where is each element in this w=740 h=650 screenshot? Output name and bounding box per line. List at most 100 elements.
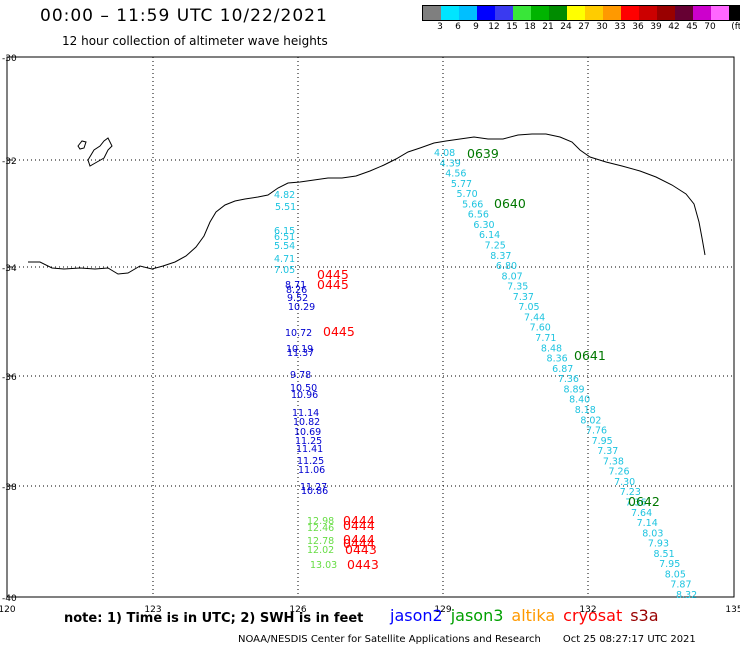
swh-value-cyan: 7.25 <box>485 241 506 252</box>
colorbar-swatch <box>585 6 603 20</box>
colorbar-tick-label: 21 <box>542 22 554 32</box>
swh-value-cyan: 7.64 <box>631 508 652 519</box>
swh-value-blue: 11.25 <box>295 436 322 447</box>
colorbar-tick-label: 6 <box>455 22 461 32</box>
swh-value-blue: 10.72 <box>285 328 312 339</box>
swh-value-blue: 8.26 <box>286 285 307 296</box>
colorbar-tick-label: 39 <box>650 22 662 32</box>
swh-value-cyan: 7.36 <box>625 497 646 508</box>
colorbar-swatch <box>693 6 711 20</box>
legend-s3a: s3a <box>630 606 659 625</box>
swh-value-cyan: 6.30 <box>473 220 494 231</box>
colorbar-tick-label: 12 <box>488 22 500 32</box>
swh-value-cyan: 6.51 <box>274 232 295 243</box>
pass-time-cryosat: 0444 <box>343 513 375 528</box>
swh-value-cyan: 4.56 <box>445 169 466 180</box>
swh-value-green: 12.46 <box>307 523 334 534</box>
swh-value-blue: 11.41 <box>296 444 323 455</box>
map-title: 00:00 – 11:59 UTC 10/22/2021 <box>40 6 328 26</box>
swh-value-cyan: 5.66 <box>462 199 483 210</box>
generation-timestamp: Oct 25 08:27:17 UTC 2021 <box>562 634 696 645</box>
lon-label: 126 <box>289 605 306 615</box>
swh-value-cyan: 6.14 <box>479 230 500 241</box>
lon-label: 132 <box>579 605 596 615</box>
lat-label: -38 <box>2 483 17 493</box>
swh-value-cyan: 7.30 <box>614 477 635 488</box>
colorbar-swatch <box>711 6 729 20</box>
observation-marks: 4.825.516.156.515.544.717.058.718.269.52… <box>274 146 697 601</box>
colorbar-swatch <box>657 6 675 20</box>
colorbar-swatch <box>603 6 621 20</box>
colorbar-swatch <box>729 6 740 20</box>
lat-label: -34 <box>2 264 17 274</box>
swh-value-cyan: 7.37 <box>513 292 534 303</box>
swh-value-cyan: 7.60 <box>530 323 551 334</box>
colorbar-tick-label: 18 <box>524 22 536 32</box>
colorbar-tick-label: 45 <box>686 22 698 32</box>
lon-label: 123 <box>144 605 161 615</box>
swh-value-blue: 10.29 <box>288 302 315 313</box>
pass-time-cryosat: 0444 <box>343 536 375 551</box>
colorbar-tick-label: 3 <box>437 22 443 32</box>
lat-label: -32 <box>2 157 17 167</box>
swh-value-cyan: 8.37 <box>490 251 511 262</box>
legend-jason2: jason2 <box>390 606 443 625</box>
swh-value-cyan: 7.93 <box>648 539 669 550</box>
lon-label: 129 <box>434 605 451 615</box>
swh-value-cyan: 8.48 <box>541 343 562 354</box>
swh-value-blue: 9.52 <box>287 293 308 304</box>
swh-value-cyan: 4.71 <box>274 254 295 265</box>
swh-value-cyan: 8.03 <box>642 528 663 539</box>
colorbar-swatch <box>423 6 441 20</box>
swh-value-green: 12.02 <box>307 545 334 556</box>
island-outline <box>77 140 87 150</box>
swh-value-cyan: 7.38 <box>603 456 624 467</box>
satellite-legend: jason2 jason3 altika cryosat s3a <box>390 606 667 625</box>
swh-value-cyan: 6.87 <box>552 364 573 375</box>
legend-jason3: jason3 <box>450 606 504 625</box>
swh-value-cyan: 7.05 <box>518 302 539 313</box>
swh-value-cyan: 8.07 <box>502 271 523 282</box>
swh-value-cyan: 4.08 <box>434 148 455 159</box>
swh-value-blue: 11.27 <box>300 482 327 493</box>
swh-value-cyan: 7.23 <box>620 487 641 498</box>
swh-value-blue: 10.86 <box>301 486 328 497</box>
swh-value-blue: 10.69 <box>294 427 321 438</box>
swh-value-cyan: 8.51 <box>653 549 674 560</box>
colorbar-tick-label: 42 <box>668 22 680 32</box>
lat-label: -30 <box>2 54 17 64</box>
swh-value-blue: 11.06 <box>298 465 325 476</box>
colorbar-swatch <box>675 6 693 20</box>
colorbar-swatch <box>531 6 549 20</box>
colorbar-swatch <box>495 6 513 20</box>
units-note: note: 1) Time is in UTC; 2) SWH is in fe… <box>64 611 364 626</box>
swh-value-cyan: 8.18 <box>575 405 596 416</box>
pass-time-jason3: 0639 <box>467 146 499 161</box>
swh-value-blue: 10.82 <box>293 417 320 428</box>
swh-value-cyan: 6.56 <box>468 210 489 221</box>
swh-value-blue: 11.25 <box>297 456 324 467</box>
colorbar-swatch <box>639 6 657 20</box>
swh-value-blue: 10.96 <box>291 390 318 401</box>
swh-value-cyan: 5.51 <box>275 202 296 213</box>
map-frame <box>6 56 735 598</box>
colorbar-tick-label: 27 <box>578 22 590 32</box>
colorbar-swatch <box>621 6 639 20</box>
map-subtitle: 12 hour collection of altimeter wave hei… <box>62 34 328 48</box>
swh-value-cyan: 6.80 <box>496 261 517 272</box>
swh-value-cyan: 5.70 <box>457 189 478 200</box>
pass-time-cryosat: 0443 <box>347 557 379 572</box>
pass-time-jason3: 0640 <box>494 196 526 211</box>
pass-time-jason3: 0642 <box>628 494 660 509</box>
colorbar-tick-label: 24 <box>560 22 572 32</box>
swh-value-cyan: 7.44 <box>524 312 545 323</box>
swh-value-cyan: 5.77 <box>451 179 472 190</box>
swh-value-cyan: 8.89 <box>563 384 584 395</box>
colorbar-swatch <box>441 6 459 20</box>
coastline <box>28 133 706 275</box>
swh-value-green: 12.98 <box>307 516 334 527</box>
colorbar-legend <box>422 5 740 21</box>
swh-value-blue: 11.37 <box>287 348 314 359</box>
